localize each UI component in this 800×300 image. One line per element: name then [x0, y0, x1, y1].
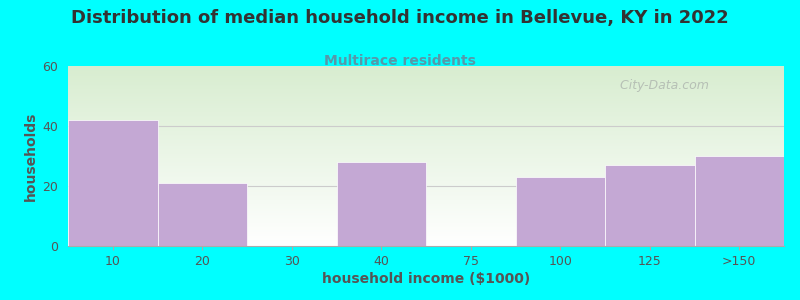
- X-axis label: household income ($1000): household income ($1000): [322, 272, 530, 286]
- Bar: [515, 177, 605, 246]
- Bar: [605, 165, 694, 246]
- Text: Multirace residents: Multirace residents: [324, 54, 476, 68]
- Bar: [68, 120, 158, 246]
- Y-axis label: households: households: [24, 111, 38, 201]
- Bar: [158, 183, 247, 246]
- Bar: [694, 156, 784, 246]
- Text: Distribution of median household income in Bellevue, KY in 2022: Distribution of median household income …: [71, 9, 729, 27]
- Bar: [337, 162, 426, 246]
- Text: City-Data.com: City-Data.com: [612, 79, 709, 92]
